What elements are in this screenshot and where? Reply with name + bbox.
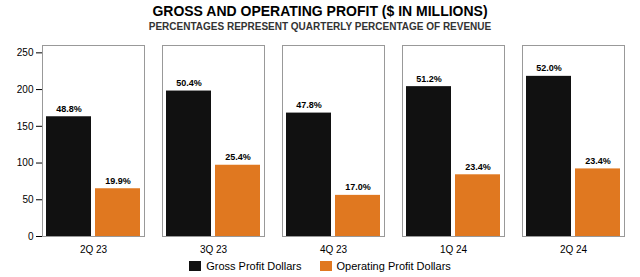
svg-text:0: 0 xyxy=(28,231,34,242)
svg-text:250: 250 xyxy=(17,47,34,58)
svg-text:200: 200 xyxy=(17,84,34,95)
svg-text:4Q 23: 4Q 23 xyxy=(320,244,348,255)
html-text:GROSS AND OPERATING PROFIT ($: GROSS AND OPERATING PROFIT ($ IN MILLION… xyxy=(152,3,488,19)
svg-text:19.9%: 19.9% xyxy=(105,176,131,186)
svg-text:3Q 23: 3Q 23 xyxy=(200,244,228,255)
svg-text:150: 150 xyxy=(17,121,34,132)
svg-text:23.4%: 23.4% xyxy=(465,162,491,172)
svg-text:48.8%: 48.8% xyxy=(56,104,82,114)
svg-text:47.8%: 47.8% xyxy=(296,100,322,110)
html-text:Operating Profit Dollars: Operating Profit Dollars xyxy=(336,260,451,272)
html-text:PERCENTAGES REPRESENT QUARTERL: PERCENTAGES REPRESENT QUARTERLY PERCENTA… xyxy=(148,21,492,32)
svg-text:23.4%: 23.4% xyxy=(585,156,611,166)
svg-text:50: 50 xyxy=(22,194,34,205)
svg-text:17.0%: 17.0% xyxy=(345,182,371,192)
svg-text:2Q 24: 2Q 24 xyxy=(560,244,588,255)
html-text:Gross Profit Dollars: Gross Profit Dollars xyxy=(206,260,302,272)
svg-text:25.4%: 25.4% xyxy=(225,152,251,162)
svg-text:100: 100 xyxy=(17,157,34,168)
svg-text:50.4%: 50.4% xyxy=(176,78,202,88)
svg-text:2Q 23: 2Q 23 xyxy=(80,244,108,255)
svg-text:52.0%: 52.0% xyxy=(536,63,562,73)
svg-text:51.2%: 51.2% xyxy=(416,74,442,84)
svg-text:1Q 24: 1Q 24 xyxy=(440,244,468,255)
